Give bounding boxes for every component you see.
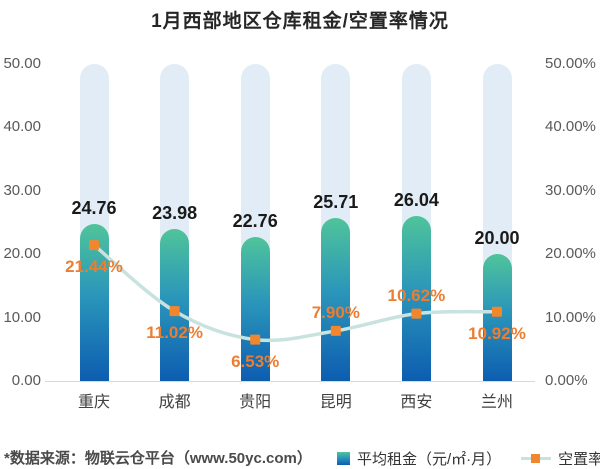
y-axis-tick-left: 10.00 [3, 308, 41, 326]
category-label: 昆明 [319, 394, 352, 411]
y-axis-tick-right: 10.00% [545, 308, 596, 326]
y-axis-tick-right: 40.00% [545, 118, 596, 136]
chart-title: 1月西部地区仓库租金/空置率情况 [151, 11, 449, 32]
rent-value-label: 25.71 [313, 191, 359, 212]
legend: 平均租金（元/㎡·月） 空置率 [337, 448, 600, 469]
rent-value-label: 26.04 [393, 189, 439, 210]
y-axis-tick-right: 20.00% [545, 245, 596, 263]
category-label: 兰州 [480, 394, 513, 411]
vacancy-point-label: 11.02% [146, 323, 203, 343]
y-axis-tick-left: 0.00 [11, 372, 41, 389]
rent-bar [321, 217, 351, 381]
rent-value-label: 23.98 [152, 202, 198, 223]
y-axis-tick-left: 40.00 [3, 118, 41, 136]
data-source-note: *数据来源：物联云仓平台（www.50yc.com） [4, 450, 312, 467]
rent-bar [79, 224, 109, 381]
rent-value-label: 24.76 [71, 198, 117, 219]
vacancy-legend-marker-icon [531, 454, 541, 463]
rent-value-label: 20.00 [474, 228, 520, 249]
vacancy-legend-label: 空置率 [558, 451, 600, 468]
rent-bar [482, 254, 512, 381]
vacancy-point-label: 10.92% [468, 323, 526, 343]
category-label: 成都 [158, 394, 191, 411]
vacancy-point-label: 6.53% [231, 351, 280, 371]
y-axis-tick-right: 30.00% [545, 181, 596, 199]
category-label: 西安 [400, 394, 433, 411]
rent-legend-swatch-icon [337, 452, 350, 465]
y-axis-tick-left: 20.00 [3, 245, 41, 263]
vacancy-point-label: 7.90% [311, 302, 360, 322]
vacancy-point-label: 10.62% [387, 285, 446, 305]
rent-value-label: 22.76 [232, 210, 278, 231]
y-axis-tick-right: 50.00% [545, 55, 596, 72]
y-axis-tick-left: 30.00 [3, 181, 41, 199]
vacancy-point-label: 21.44% [65, 257, 123, 277]
rent-legend-label: 平均租金（元/㎡·月） [357, 451, 502, 468]
rent-bar [160, 228, 190, 381]
x-axis-line [45, 381, 535, 382]
category-label: 重庆 [77, 394, 110, 411]
y-axis-tick-right: 0.00% [545, 372, 588, 389]
vacancy-legend-line-icon [521, 454, 552, 463]
category-label: 贵阳 [239, 394, 272, 411]
y-axis-tick-left: 50.00 [3, 55, 41, 72]
